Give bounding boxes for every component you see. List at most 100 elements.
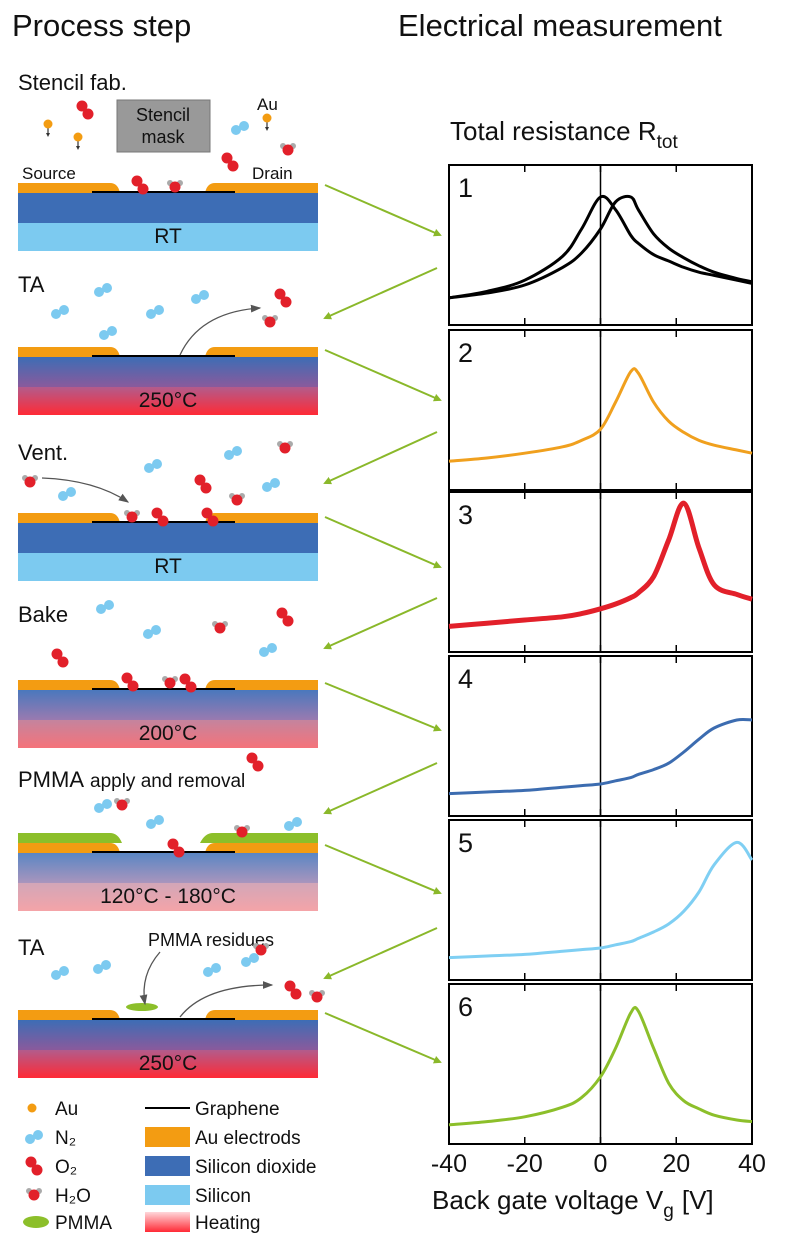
x-tick-label: -20 bbox=[507, 1150, 543, 1178]
au-electrode bbox=[18, 843, 120, 853]
n2-atom bbox=[59, 305, 69, 315]
n2-atom bbox=[151, 625, 161, 635]
n2-atom bbox=[102, 283, 112, 293]
au-atom bbox=[73, 132, 83, 142]
curved-arrow bbox=[139, 951, 161, 1006]
n2-atom bbox=[94, 803, 104, 813]
legend-label: H₂O bbox=[55, 1186, 91, 1207]
x-axis-label: Back gate voltage Vg [V] bbox=[432, 1185, 714, 1222]
o-atom bbox=[282, 144, 294, 156]
chart-title: Total resistance Rtot bbox=[450, 116, 679, 153]
temperature: 200°C bbox=[139, 722, 198, 745]
curved-arrow bbox=[41, 477, 130, 503]
n2-atom bbox=[154, 305, 164, 315]
o-atom bbox=[24, 476, 36, 488]
resistance-curve bbox=[448, 717, 753, 796]
flow-arrow bbox=[324, 682, 442, 732]
panel-label: 5 bbox=[458, 828, 473, 858]
annotation: Au bbox=[257, 95, 278, 114]
silicon bbox=[18, 883, 318, 911]
flow-arrow bbox=[323, 927, 438, 980]
silicon-dioxide bbox=[18, 357, 318, 387]
n2-atom bbox=[270, 478, 280, 488]
n2-atom bbox=[284, 821, 294, 831]
n2-atom bbox=[146, 309, 156, 319]
o2-atom bbox=[31, 1164, 43, 1176]
n2-atom bbox=[146, 819, 156, 829]
o-atom bbox=[311, 991, 323, 1003]
legend-label: PMMA bbox=[55, 1213, 112, 1234]
o2-atom bbox=[200, 482, 212, 494]
au-electrode bbox=[205, 347, 318, 357]
o2-atom bbox=[131, 175, 143, 187]
o-atom bbox=[264, 316, 276, 328]
panel-label: 3 bbox=[458, 500, 473, 530]
au-electrode bbox=[18, 347, 120, 357]
silicon bbox=[18, 1050, 318, 1078]
n2-atom bbox=[33, 1130, 43, 1140]
n2-atom bbox=[96, 604, 106, 614]
o2-atom bbox=[57, 656, 69, 668]
resistance-curve bbox=[448, 367, 753, 463]
o2-atom bbox=[290, 988, 302, 1000]
resistance-curve bbox=[448, 840, 754, 960]
o-atom bbox=[116, 799, 128, 811]
temperature: RT bbox=[154, 225, 182, 248]
o2-atom bbox=[227, 160, 239, 172]
o-atom bbox=[231, 494, 243, 506]
pmma-blob bbox=[23, 1216, 49, 1228]
legend-label: O₂ bbox=[55, 1157, 77, 1178]
au-arrow bbox=[76, 146, 80, 150]
o2-atom bbox=[276, 607, 288, 619]
n2-atom bbox=[241, 957, 251, 967]
flow-arrow bbox=[324, 844, 442, 895]
o-atom bbox=[255, 944, 267, 956]
o2-atom bbox=[25, 1156, 37, 1168]
x-tick-label: 40 bbox=[738, 1150, 766, 1178]
step-title: Bake bbox=[18, 602, 68, 627]
curved-arrow bbox=[179, 304, 262, 356]
flow-arrow bbox=[323, 267, 438, 320]
flow-arrow bbox=[323, 431, 438, 485]
n2-atom bbox=[292, 817, 302, 827]
au-electrode bbox=[18, 680, 120, 690]
annotation: PMMA residues bbox=[148, 930, 274, 950]
au-electrode bbox=[205, 513, 318, 523]
n2-atom bbox=[259, 647, 269, 657]
silicon-dioxide bbox=[18, 1020, 318, 1050]
o2-atom bbox=[121, 672, 133, 684]
o2-atom bbox=[252, 760, 264, 772]
legend-label: Au bbox=[55, 1099, 78, 1120]
n2-atom bbox=[249, 953, 259, 963]
curved-arrow bbox=[179, 981, 274, 1018]
silicon bbox=[18, 720, 318, 748]
legend-label: N₂ bbox=[55, 1128, 76, 1149]
annotation: mask bbox=[141, 127, 185, 147]
au-electrode bbox=[18, 1010, 120, 1020]
annotation: Drain bbox=[252, 164, 293, 183]
o2-atom bbox=[274, 288, 286, 300]
n2-atom bbox=[143, 629, 153, 639]
n2-atom bbox=[51, 970, 61, 980]
step-title: Stencil fab. bbox=[18, 70, 127, 95]
o2-atom bbox=[127, 680, 139, 692]
n2-atom bbox=[224, 450, 234, 460]
legend-label: Graphene bbox=[195, 1099, 280, 1120]
x-tick-label: 0 bbox=[594, 1150, 608, 1178]
step-title: Vent. bbox=[18, 440, 68, 465]
n2-atom bbox=[94, 287, 104, 297]
panel-label: 4 bbox=[458, 664, 473, 694]
annotation: Stencil bbox=[136, 105, 190, 125]
legend-swatch bbox=[145, 1185, 190, 1205]
silicon bbox=[18, 553, 318, 581]
au-atom bbox=[43, 119, 53, 129]
o2-atom bbox=[221, 152, 233, 164]
temperature: 250°C bbox=[139, 1052, 198, 1075]
n2-atom bbox=[191, 294, 201, 304]
n2-atom bbox=[231, 125, 241, 135]
legend-label: Au electrods bbox=[195, 1128, 301, 1149]
au-arrow bbox=[265, 127, 269, 131]
flow-arrow bbox=[324, 184, 442, 237]
o-atom bbox=[169, 181, 181, 193]
